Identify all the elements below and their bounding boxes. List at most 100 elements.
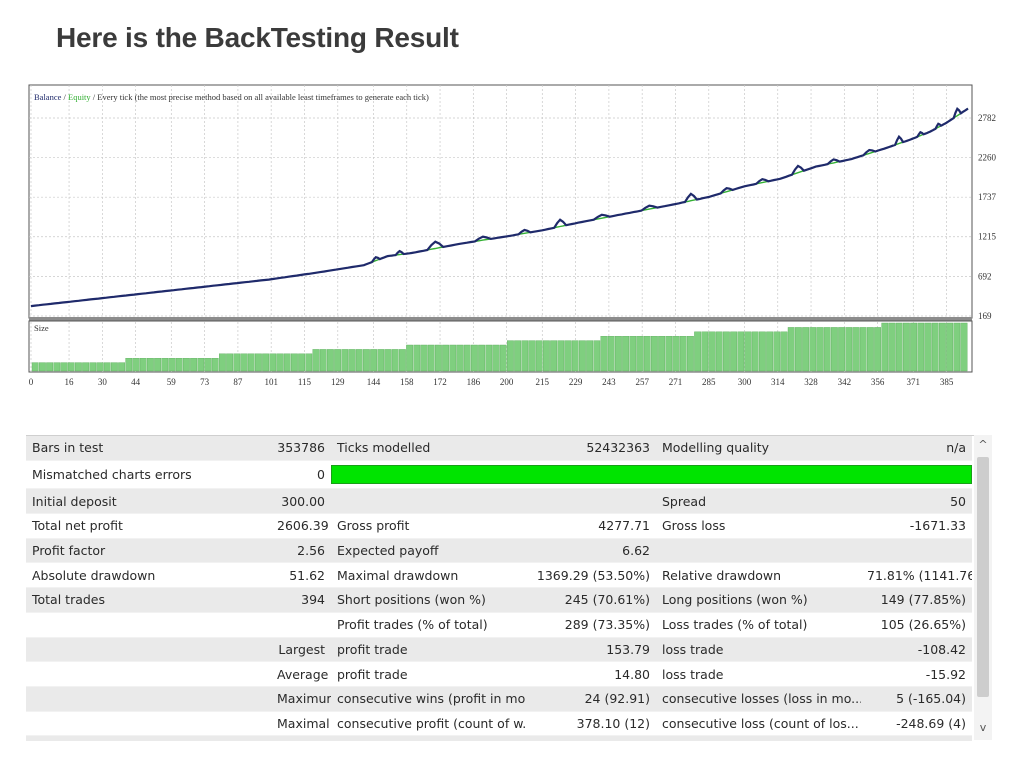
report-cell xyxy=(271,612,331,638)
size-bar xyxy=(924,322,932,372)
report-cell: 1369.29 (53.50%) xyxy=(526,562,656,589)
size-bar xyxy=(571,340,579,372)
size-bar xyxy=(355,349,363,372)
chart-legend: Balance / Equity / Every tick (the most … xyxy=(34,92,429,102)
size-bar xyxy=(327,349,334,372)
report-cell: 52432363 xyxy=(526,436,656,461)
report-row: Total net profit 2606.39 Gross profit 4277.… xyxy=(26,513,972,539)
size-bar xyxy=(478,344,485,372)
report-cell: Profit factor xyxy=(26,538,271,564)
report-cell: Short positions (won %) xyxy=(331,587,526,613)
size-bar xyxy=(132,358,140,372)
report-cell: 289 (73.35%) xyxy=(526,612,656,638)
report-cell: consecutive wins xyxy=(331,735,526,741)
size-bar xyxy=(218,353,226,372)
report-cell: consecutive losses (loss in mo... xyxy=(656,686,861,712)
size-bar xyxy=(211,358,219,372)
size-bar xyxy=(960,322,968,372)
size-bar xyxy=(694,331,702,372)
page-title: Here is the BackTesting Result xyxy=(56,22,459,53)
report-cell: 153.79 xyxy=(526,637,656,663)
report-row: Largest profit trade 153.79 loss trade -108.… xyxy=(26,637,972,663)
report-cell: 105 (26.65%) xyxy=(861,612,972,638)
size-bar xyxy=(60,362,68,372)
report-cell: consecutive profit (count of w... xyxy=(331,711,526,737)
size-bar xyxy=(190,358,197,372)
x-tick-label: 172 xyxy=(433,377,447,387)
scroll-up-icon[interactable]: ^ xyxy=(978,438,988,451)
size-bar xyxy=(809,327,817,372)
size-bar xyxy=(946,322,954,372)
size-bar xyxy=(283,353,291,372)
size-bar xyxy=(291,353,298,372)
size-bar xyxy=(672,335,680,372)
size-bar xyxy=(737,331,745,372)
report-cell: 353786 xyxy=(271,436,331,461)
y-tick-label: 169 xyxy=(978,311,992,321)
report-cell: -108.42 xyxy=(861,637,972,663)
size-bar xyxy=(247,353,255,372)
report-row: Total trades 394 Short positions (won %) 24… xyxy=(26,587,972,613)
report-cell: Ticks modelled xyxy=(331,436,526,461)
size-bar xyxy=(298,353,305,372)
size-bar xyxy=(636,335,644,372)
size-bar xyxy=(831,327,838,372)
y-axis-ticks: 2782 2260 1737 1215 692 169 xyxy=(978,113,997,321)
size-bar xyxy=(679,335,687,372)
size-bar xyxy=(312,349,320,372)
size-bar xyxy=(399,349,406,372)
report-cell: 149 (77.85%) xyxy=(861,587,972,613)
scroll-thumb[interactable] xyxy=(977,457,989,697)
size-bar xyxy=(895,322,903,372)
x-tick-label: 215 xyxy=(536,377,550,387)
main-plot-frame xyxy=(28,84,973,319)
x-tick-label: 285 xyxy=(702,377,716,387)
report-cell: Long positions (won %) xyxy=(656,587,861,613)
size-bar xyxy=(543,340,550,372)
size-bar xyxy=(492,344,500,372)
size-bar xyxy=(751,331,759,372)
x-tick-label: 342 xyxy=(838,377,852,387)
report-cell xyxy=(26,661,271,687)
report-cell: -15.92 xyxy=(861,661,972,687)
size-bar xyxy=(240,353,248,372)
report-row: Profit factor 2.56 Expected payoff 6.62 xyxy=(26,538,972,564)
size-bar xyxy=(845,327,853,372)
size-bar xyxy=(859,327,867,372)
report-cell: consecutive loss (count of los... xyxy=(656,711,861,737)
legend-balance: Balance xyxy=(34,92,62,102)
size-bar xyxy=(139,358,147,372)
size-bar xyxy=(730,331,738,372)
size-bar xyxy=(622,335,630,372)
x-tick-label: 356 xyxy=(871,377,885,387)
size-bar xyxy=(334,349,341,372)
size-bar xyxy=(579,340,586,372)
report-cell: 2.56 xyxy=(271,538,331,564)
report-scrollbar[interactable]: ^ v xyxy=(974,435,992,740)
size-bar xyxy=(514,340,521,372)
report-row: Initial deposit 300.00 Spread 50 xyxy=(26,488,972,515)
size-bar xyxy=(528,340,536,372)
report-cell xyxy=(26,612,271,638)
size-bar xyxy=(233,353,241,372)
report-cell: Relative drawdown xyxy=(656,562,861,589)
report-cell: n/a xyxy=(861,436,972,461)
pane-separator xyxy=(29,317,972,321)
size-bar xyxy=(31,362,39,372)
report-panel: Bars in test 353786 Ticks modelled 52432363… xyxy=(26,435,992,741)
size-bar xyxy=(723,331,730,372)
report-row: Averageconsecutive wins5consecutive loss… xyxy=(26,735,972,741)
size-bar xyxy=(795,327,802,372)
y-tick-label: 2782 xyxy=(978,113,996,123)
x-tick-label: 0 xyxy=(29,377,34,387)
size-bar xyxy=(643,335,651,372)
size-bar xyxy=(319,349,327,372)
scroll-down-icon[interactable]: v xyxy=(979,721,987,734)
size-bar xyxy=(449,344,457,372)
size-bar xyxy=(168,358,176,372)
size-bar xyxy=(384,349,392,372)
report-cell: profit trade xyxy=(331,661,526,687)
x-tick-label: 59 xyxy=(167,377,177,387)
x-tick-label: 144 xyxy=(367,377,381,387)
size-bar xyxy=(435,344,442,372)
